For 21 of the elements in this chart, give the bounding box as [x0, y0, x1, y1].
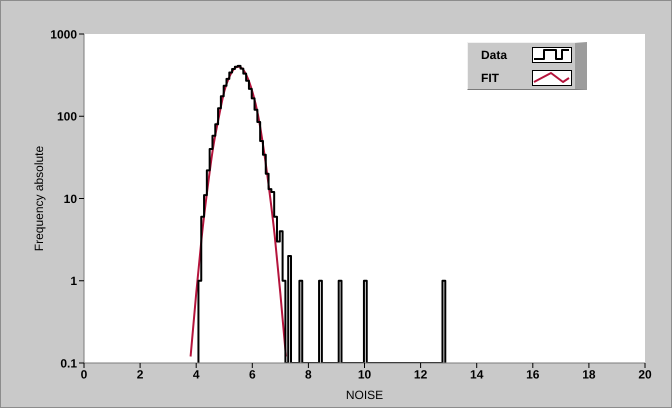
x-tick-label: 10	[358, 368, 372, 382]
x-tick-label: 20	[638, 368, 652, 382]
x-tick-label: 14	[470, 368, 484, 382]
y-tick-label: 0.1	[60, 356, 78, 370]
y-tick-label: 1	[70, 274, 78, 288]
y-tick-label: 10	[64, 192, 78, 206]
x-axis-title: NOISE	[346, 388, 384, 402]
x-tick-label: 4	[192, 368, 200, 382]
x-tick-label: 6	[248, 368, 256, 382]
x-tick-label: 8	[305, 368, 312, 382]
x-tick-label: 18	[582, 368, 596, 382]
x-tick-label: 12	[414, 368, 428, 382]
x-tick-label: 2	[136, 368, 144, 382]
x-tick-label: 0	[80, 368, 88, 382]
text: FIT	[481, 70, 500, 84]
y-tick-label: 100	[56, 110, 78, 124]
legend-label: Data	[481, 48, 508, 62]
x-tick-label: 16	[526, 368, 540, 382]
y-tick-label: 1000	[50, 27, 78, 42]
line-series	[190, 66, 287, 358]
y-axis-title: Frequency absolute	[32, 145, 46, 252]
